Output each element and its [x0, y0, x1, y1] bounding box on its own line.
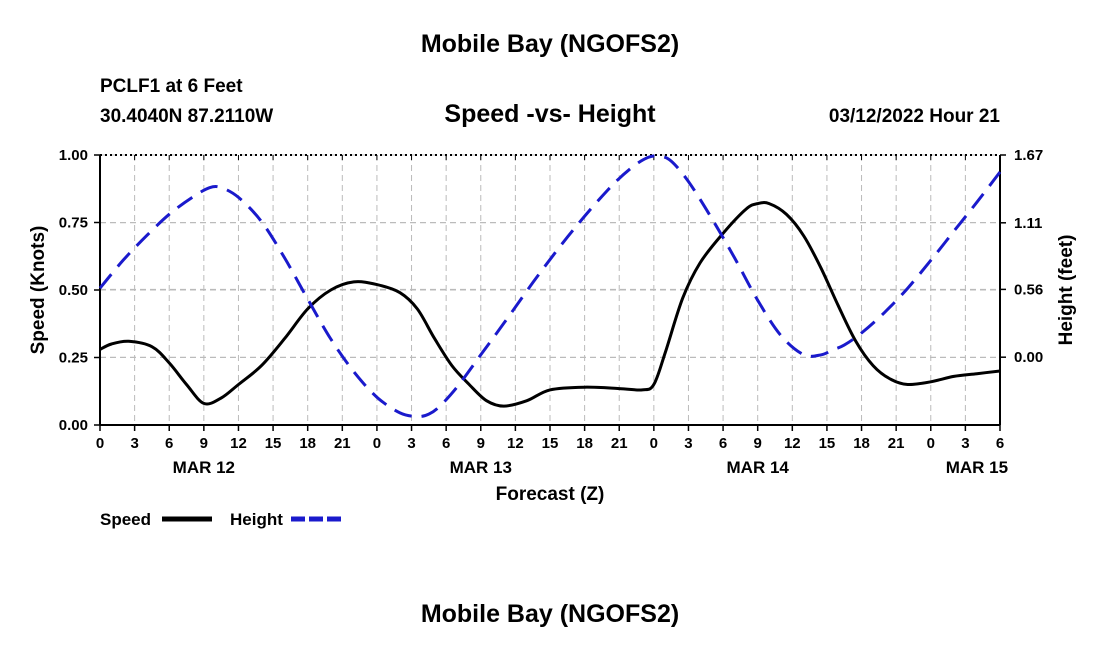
x-tick-label: 18 — [576, 435, 593, 452]
forecast-timestamp: 03/12/2022 Hour 21 — [828, 106, 1000, 127]
x-tick-label: 15 — [542, 435, 559, 452]
x-tick-label: 9 — [200, 435, 208, 452]
x-axis-label: Forecast (Z) — [496, 484, 605, 505]
y-tick-label: 0.00 — [59, 417, 88, 434]
x-tick-label: 0 — [650, 435, 658, 452]
date-label: MAR 14 — [727, 458, 790, 477]
y2-tick-label: 0.00 — [1014, 349, 1043, 366]
chart-title: Speed -vs- Height — [444, 100, 656, 128]
x-tick-label: 6 — [996, 435, 1004, 452]
x-tick-label: 21 — [888, 435, 905, 452]
x-tick-label: 6 — [719, 435, 727, 452]
y-tick-label: 1.00 — [59, 147, 88, 164]
x-tick-label: 12 — [507, 435, 524, 452]
y2-tick-label: 1.67 — [1014, 147, 1043, 164]
x-tick-label: 6 — [442, 435, 450, 452]
x-tick-label: 0 — [927, 435, 935, 452]
x-tick-label: 9 — [754, 435, 762, 452]
y-tick-label: 0.75 — [59, 215, 88, 232]
series-line-speed — [99, 201, 1001, 408]
y-tick-label: 0.25 — [59, 350, 88, 367]
x-tick-label: 15 — [265, 435, 282, 452]
x-tick-label: 18 — [853, 435, 870, 452]
x-tick-label: 12 — [784, 435, 801, 452]
y2-tick-label: 1.11 — [1014, 215, 1042, 232]
date-label: MAR 12 — [173, 458, 235, 477]
date-label: MAR 15 — [946, 458, 1008, 477]
x-tick-label: 21 — [611, 435, 628, 452]
y2-tick-label: 0.56 — [1014, 281, 1043, 298]
x-tick-label: 9 — [477, 435, 485, 452]
x-tick-label: 3 — [961, 435, 969, 452]
legend-label-height: Height — [230, 510, 283, 529]
station-name: PCLF1 at 6 Feet — [100, 76, 243, 97]
station-coordinates: 30.4040N 87.2110W — [100, 106, 274, 127]
x-tick-label: 0 — [373, 435, 381, 452]
series-line-height — [98, 154, 1002, 419]
date-label: MAR 13 — [450, 458, 512, 477]
legend-label-speed: Speed — [100, 510, 151, 529]
x-tick-label: 15 — [819, 435, 836, 452]
y-axis-label: Speed (Knots) — [28, 226, 49, 355]
x-tick-label: 3 — [130, 435, 138, 452]
page-title-top: Mobile Bay (NGOFS2) — [420, 30, 680, 58]
x-tick-label: 12 — [230, 435, 247, 452]
x-tick-label: 3 — [684, 435, 692, 452]
x-tick-label: 0 — [96, 435, 104, 452]
x-tick-label: 21 — [334, 435, 351, 452]
x-tick-label: 6 — [165, 435, 173, 452]
page-title-bottom: Mobile Bay (NGOFS2) — [420, 600, 680, 628]
y2-axis-label: Height (feet) — [1056, 235, 1077, 346]
x-tick-label: 3 — [407, 435, 415, 452]
y-tick-label: 0.50 — [59, 282, 88, 299]
x-tick-label: 18 — [299, 435, 316, 452]
